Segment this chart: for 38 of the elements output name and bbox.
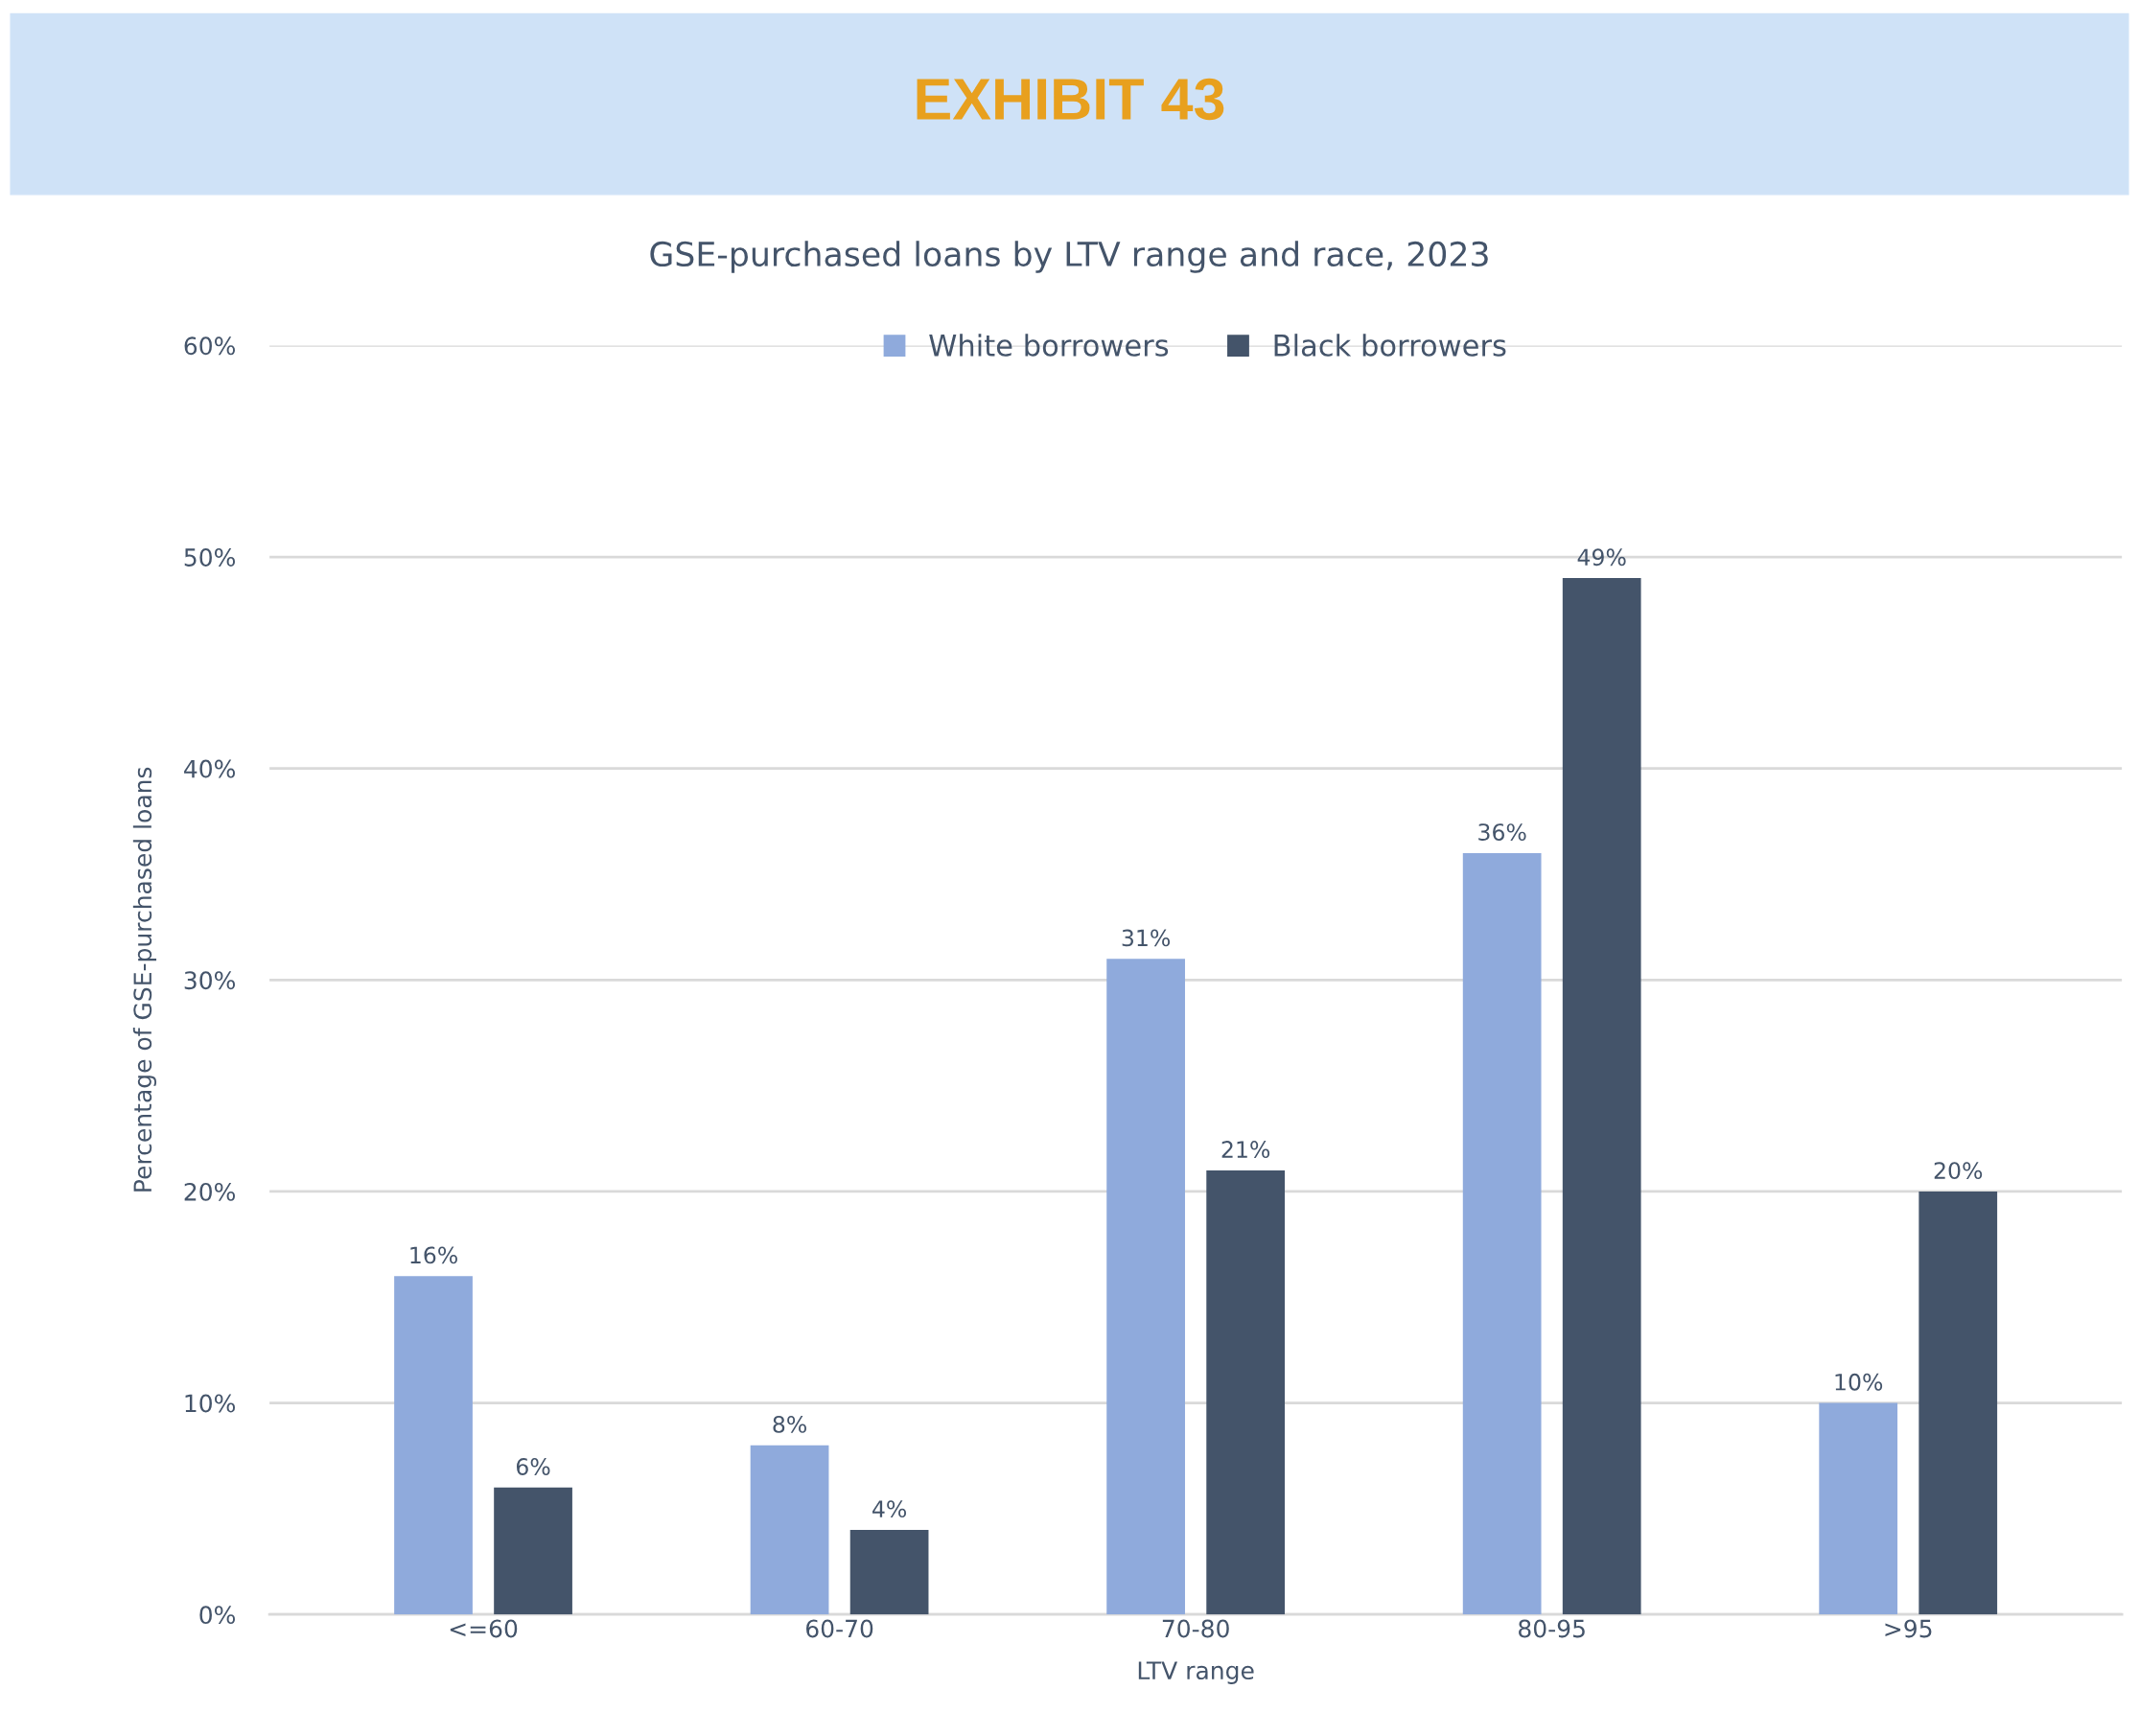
data-label: 31% bbox=[1122, 929, 1171, 947]
data-label: 21% bbox=[1221, 1141, 1270, 1158]
x-tick-label: 70-80 bbox=[1162, 1619, 1229, 1638]
bar bbox=[494, 1487, 572, 1615]
bar bbox=[1918, 1191, 1998, 1615]
y-tick-label: 50% bbox=[184, 547, 235, 567]
data-label: 49% bbox=[1577, 548, 1626, 567]
data-label: 10% bbox=[1835, 1373, 1883, 1391]
data-label: 20% bbox=[1934, 1162, 1983, 1180]
legend-label: Black borrowers bbox=[1274, 334, 1506, 357]
bar bbox=[1106, 959, 1185, 1615]
bar bbox=[1206, 1169, 1286, 1615]
bar bbox=[394, 1276, 473, 1615]
data-label: 16% bbox=[410, 1246, 457, 1264]
y-tick-label: 0% bbox=[199, 1606, 235, 1625]
data-label: 36% bbox=[1478, 823, 1526, 842]
data-label: 4% bbox=[872, 1500, 907, 1518]
x-tick-label: <=60 bbox=[450, 1619, 518, 1638]
data-label: 6% bbox=[516, 1458, 550, 1475]
y-tick-label: 20% bbox=[184, 1182, 235, 1201]
y-tick-label: 60% bbox=[184, 336, 235, 356]
bar bbox=[1819, 1402, 1898, 1615]
chart-subtitle: GSE-purchased loans by LTV range and race, 2023 bbox=[650, 241, 1488, 273]
y-axis-title: Percentage of GSE-purchased loans bbox=[132, 767, 157, 1192]
x-tick-label: 80-95 bbox=[1519, 1619, 1585, 1638]
x-tick-label: 60-70 bbox=[806, 1619, 873, 1638]
bar bbox=[1562, 578, 1641, 1615]
legend-label: White borrowers bbox=[929, 334, 1169, 357]
data-label: 8% bbox=[773, 1415, 806, 1433]
bar bbox=[750, 1445, 829, 1615]
y-tick-label: 10% bbox=[185, 1394, 235, 1413]
x-axis-title: LTV range bbox=[1138, 1661, 1254, 1684]
y-tick-label: 30% bbox=[184, 971, 235, 990]
chart-title: EXHIBIT 43 bbox=[917, 78, 1224, 121]
bar bbox=[849, 1529, 929, 1615]
bar bbox=[1462, 852, 1542, 1615]
x-tick-label: >95 bbox=[1885, 1619, 1932, 1638]
y-tick-label: 40% bbox=[184, 759, 235, 778]
